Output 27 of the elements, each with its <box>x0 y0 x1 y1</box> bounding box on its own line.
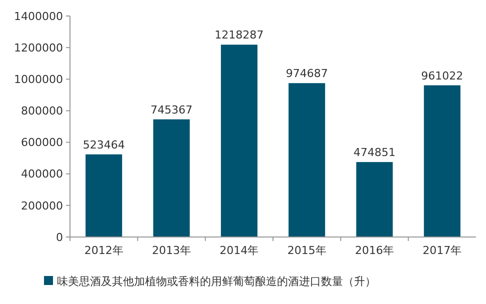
y-tick-label: 600000 <box>21 136 63 150</box>
data-label: 1218287 <box>214 28 264 42</box>
x-tick-label: 2014年 <box>220 244 259 257</box>
bar <box>356 162 393 237</box>
y-tick-label: 0 <box>56 230 63 244</box>
bar <box>153 119 190 237</box>
data-label: 474851 <box>354 146 396 160</box>
data-label: 974687 <box>286 67 328 80</box>
x-tick-label: 2015年 <box>287 244 326 257</box>
x-tick-label: 2013年 <box>152 244 191 257</box>
x-tick-label: 2017年 <box>422 244 462 257</box>
bar <box>424 85 460 237</box>
legend-label: 味美思酒及其他加植物或香料的用鲜葡萄酿造的酒进口数量（升） <box>57 274 376 288</box>
x-tick-label: 2016年 <box>355 244 394 257</box>
y-tick-label: 1200000 <box>14 41 63 54</box>
bar <box>288 83 326 237</box>
y-tick-label: 400000 <box>21 168 63 181</box>
data-label: 745367 <box>150 103 192 116</box>
bar <box>220 44 258 237</box>
y-tick-label: 800000 <box>21 104 63 118</box>
x-tick-label: 2012年 <box>84 244 124 257</box>
y-tick-label: 1400000 <box>14 10 63 23</box>
data-label: 523464 <box>82 138 125 152</box>
data-label: 961022 <box>421 69 464 82</box>
bar <box>86 154 122 237</box>
y-tick-label: 200000 <box>21 199 63 212</box>
y-tick-label: 1000000 <box>14 72 63 86</box>
